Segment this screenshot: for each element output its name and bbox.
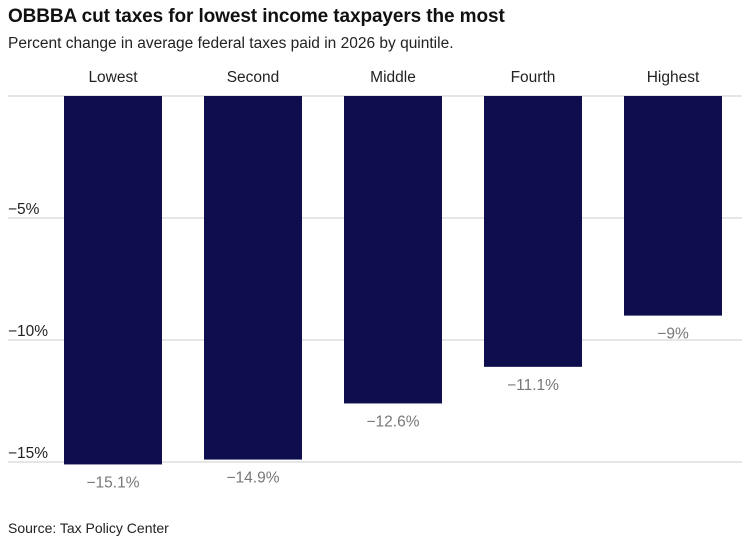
source-note: Source: Tax Policy Center bbox=[8, 520, 169, 536]
labels: −5% −10% −15% Lowest −15.1% Second −14.9% Middl… bbox=[8, 69, 700, 491]
category-label: Fourth bbox=[511, 69, 556, 86]
data-label: −9% bbox=[657, 326, 689, 343]
category-label: Highest bbox=[647, 69, 700, 86]
bar bbox=[484, 96, 582, 367]
category-label: Middle bbox=[370, 69, 416, 86]
data-label: −15.1% bbox=[86, 474, 139, 491]
bar bbox=[624, 96, 722, 316]
category-label: Lowest bbox=[88, 69, 138, 86]
data-label: −12.6% bbox=[366, 413, 419, 430]
chart-title: OBBBA cut taxes for lowest income taxpay… bbox=[8, 6, 505, 27]
data-label: −11.1% bbox=[507, 377, 559, 394]
bar bbox=[204, 96, 302, 460]
category-label: Second bbox=[227, 69, 280, 86]
bars bbox=[64, 96, 722, 465]
chart-subtitle: Percent change in average federal taxes … bbox=[8, 35, 454, 52]
bar bbox=[64, 96, 162, 465]
y-tick-label: −5% bbox=[8, 201, 40, 218]
data-label: −14.9% bbox=[226, 470, 279, 487]
bar bbox=[344, 96, 442, 404]
y-tick-label: −10% bbox=[8, 323, 48, 340]
y-tick-label: −15% bbox=[8, 445, 48, 462]
